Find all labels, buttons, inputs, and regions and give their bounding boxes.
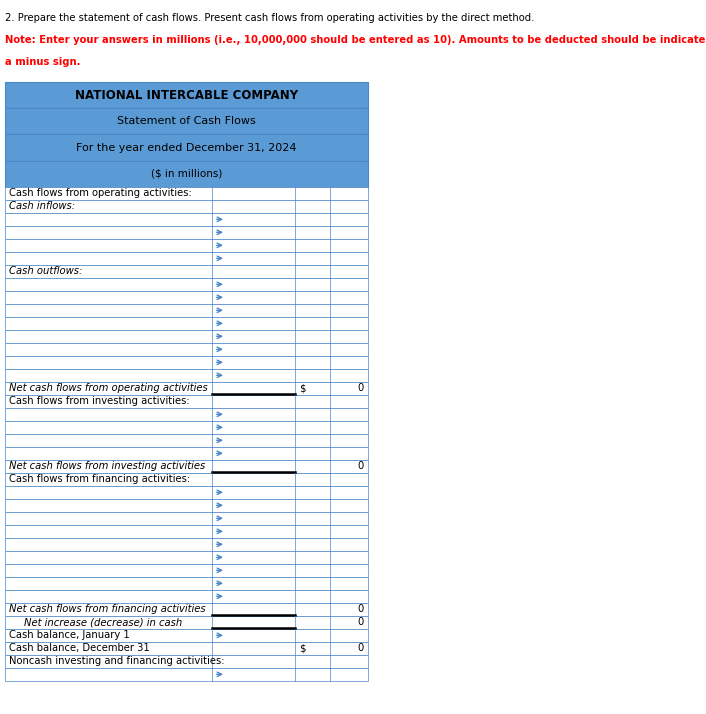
- Bar: [5, 134, 368, 161]
- Bar: [5, 238, 368, 252]
- Bar: [5, 330, 368, 343]
- Text: 0: 0: [358, 383, 364, 393]
- Text: Cash outflows:: Cash outflows:: [9, 266, 83, 276]
- Text: 0: 0: [358, 461, 364, 471]
- Text: 0: 0: [358, 604, 364, 614]
- Bar: [5, 265, 368, 278]
- Text: Cash flows from operating activities:: Cash flows from operating activities:: [9, 188, 192, 198]
- Bar: [5, 564, 368, 577]
- Bar: [5, 642, 368, 655]
- Text: Net cash flows from financing activities: Net cash flows from financing activities: [9, 604, 205, 614]
- Bar: [5, 252, 368, 265]
- Bar: [5, 421, 368, 434]
- Bar: [5, 278, 368, 291]
- Bar: [5, 538, 368, 550]
- Bar: [5, 356, 368, 369]
- Bar: [5, 486, 368, 499]
- Text: Cash flows from investing activities:: Cash flows from investing activities:: [9, 396, 190, 406]
- Bar: [5, 317, 368, 330]
- Bar: [5, 161, 368, 187]
- Bar: [5, 343, 368, 356]
- Bar: [5, 447, 368, 460]
- Text: Statement of Cash Flows: Statement of Cash Flows: [117, 116, 256, 126]
- Bar: [5, 434, 368, 447]
- Text: Note: Enter your answers in millions (i.e., 10,000,000 should be entered as 10).: Note: Enter your answers in millions (i.…: [5, 35, 706, 45]
- Text: For the year ended December 31, 2024: For the year ended December 31, 2024: [76, 143, 297, 153]
- Text: Net cash flows from operating activities: Net cash flows from operating activities: [9, 383, 208, 393]
- Bar: [5, 200, 368, 213]
- Text: $: $: [299, 383, 306, 393]
- Text: 0: 0: [358, 618, 364, 628]
- Bar: [5, 577, 368, 590]
- Bar: [5, 382, 368, 395]
- Text: Net increase (decrease) in cash: Net increase (decrease) in cash: [24, 618, 182, 628]
- Bar: [5, 395, 368, 408]
- Bar: [5, 187, 368, 200]
- Bar: [5, 109, 368, 134]
- Text: Cash flows from financing activities:: Cash flows from financing activities:: [9, 474, 190, 484]
- Bar: [5, 369, 368, 382]
- Bar: [5, 460, 368, 473]
- Bar: [5, 629, 368, 642]
- Bar: [5, 525, 368, 538]
- Bar: [5, 550, 368, 564]
- Text: ($ in millions): ($ in millions): [151, 169, 222, 178]
- Text: NATIONAL INTERCABLE COMPANY: NATIONAL INTERCABLE COMPANY: [75, 89, 298, 101]
- Bar: [5, 213, 368, 226]
- Text: a minus sign.: a minus sign.: [5, 57, 80, 67]
- Bar: [5, 291, 368, 303]
- Text: $: $: [299, 643, 306, 653]
- Text: Cash balance, January 1: Cash balance, January 1: [9, 630, 130, 640]
- Text: Net cash flows from investing activities: Net cash flows from investing activities: [9, 461, 205, 471]
- Bar: [5, 473, 368, 486]
- Bar: [5, 303, 368, 317]
- Bar: [5, 499, 368, 512]
- Text: Cash balance, December 31: Cash balance, December 31: [9, 643, 150, 653]
- Bar: [5, 603, 368, 615]
- Bar: [5, 615, 368, 629]
- Bar: [5, 226, 368, 238]
- Bar: [5, 512, 368, 525]
- Text: Noncash investing and financing activities:: Noncash investing and financing activiti…: [9, 656, 225, 666]
- Bar: [5, 408, 368, 421]
- Text: Cash inflows:: Cash inflows:: [9, 201, 75, 211]
- Text: 2. Prepare the statement of cash flows. Present cash flows from operating activi: 2. Prepare the statement of cash flows. …: [5, 13, 534, 23]
- Text: 0: 0: [358, 643, 364, 653]
- Bar: [5, 655, 368, 668]
- Bar: [5, 590, 368, 603]
- Bar: [5, 82, 368, 109]
- Bar: [5, 668, 368, 681]
